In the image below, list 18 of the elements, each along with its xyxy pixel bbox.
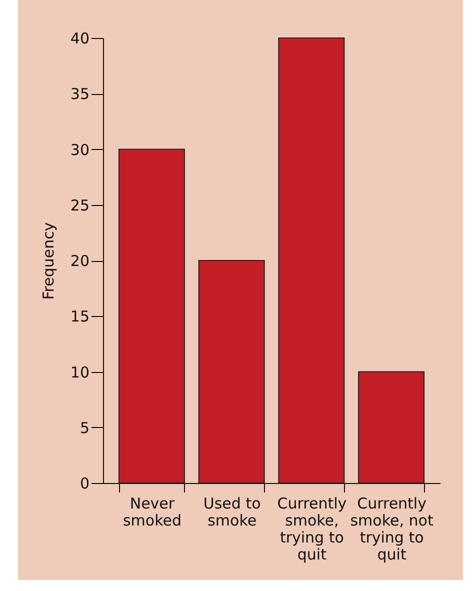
y-tick-label: 30 xyxy=(70,140,90,159)
bar xyxy=(278,38,345,484)
y-axis-title: Frequency xyxy=(39,222,58,300)
x-tick-label: Currently smoke, not trying to quit xyxy=(350,494,434,564)
x-tick-label: Never smoked xyxy=(122,494,182,530)
bar xyxy=(118,148,185,484)
y-tick-label: 15 xyxy=(70,308,90,326)
y-tick-label: 5 xyxy=(80,418,90,437)
y-tick-label: 40 xyxy=(70,30,90,48)
x-tick-label: Currently smoke, trying to quit xyxy=(277,494,347,564)
y-tick-label: 35 xyxy=(70,85,90,104)
x-tick-label: Used to smoke xyxy=(203,494,261,530)
y-tick-label: 25 xyxy=(70,196,90,214)
bar xyxy=(198,260,265,484)
y-tick-label: 10 xyxy=(70,363,90,382)
bar xyxy=(358,371,425,484)
y-tick-label: 20 xyxy=(70,252,90,270)
y-tick-label: 0 xyxy=(80,474,90,492)
